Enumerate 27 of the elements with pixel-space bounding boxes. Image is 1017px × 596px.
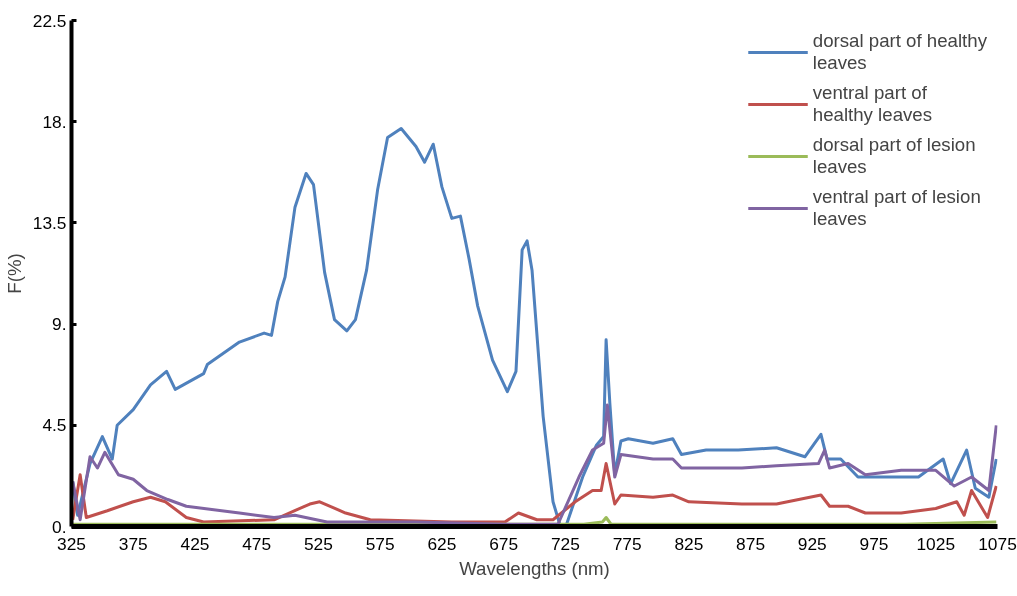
x-tick-label: 425 <box>180 533 210 554</box>
x-tick-label: 525 <box>303 533 333 554</box>
x-tick-label: 925 <box>797 533 827 554</box>
legend-label: dorsal part of lesion leaves <box>812 134 976 178</box>
x-tick-label: 775 <box>612 533 642 554</box>
x-tick-label: 825 <box>674 533 704 554</box>
x-tick-label: 1025 <box>916 533 956 554</box>
x-tick-label: 575 <box>365 533 395 554</box>
y-tick-label: 13.5 <box>32 212 67 233</box>
line-series <box>71 462 998 524</box>
x-tick-label: 975 <box>859 533 889 554</box>
x-tick-label: 875 <box>736 533 766 554</box>
y-tick-label: 9. <box>52 314 67 335</box>
x-tick-label: 625 <box>427 533 457 554</box>
legend-label: dorsal part of healthy leaves <box>812 30 987 74</box>
x-tick-label: 725 <box>550 533 580 554</box>
x-tick-label: 1075 <box>978 533 1017 554</box>
x-axis-title: Wavelengths (nm) <box>459 557 610 579</box>
legend-label: ventral part of healthy leaves <box>812 82 933 126</box>
y-tick-label: 4.5 <box>42 415 67 436</box>
legend-label: ventral part of lesion leaves <box>812 186 981 230</box>
x-tick-label: 375 <box>118 533 148 554</box>
x-tick-label: 675 <box>489 533 519 554</box>
x-tick-label: 475 <box>242 533 272 554</box>
y-tick-label: 18. <box>42 111 67 132</box>
y-tick-label: 22.5 <box>32 10 67 31</box>
y-axis-title: F(%) <box>3 253 25 294</box>
